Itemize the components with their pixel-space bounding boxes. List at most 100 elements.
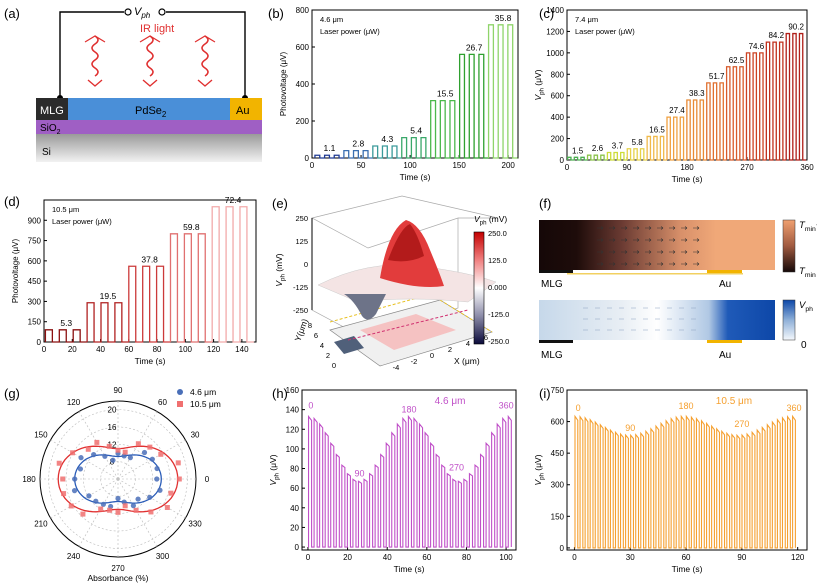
angle-label: 90	[625, 423, 635, 433]
angle-grid	[78, 478, 119, 547]
power-label: 1.1	[323, 143, 335, 153]
y-tick-label: 600	[551, 92, 565, 101]
pulse-series-2	[372, 145, 402, 159]
x-tick-label: 40	[383, 553, 392, 562]
data-point	[94, 439, 100, 445]
angle-tick-label: 210	[34, 520, 48, 529]
data-point	[80, 511, 86, 517]
wavelength-label: 10.5 μm	[52, 205, 79, 214]
x-axis-label: Absorbance (%)	[88, 573, 149, 583]
si-label: Si	[42, 147, 51, 158]
mlg-edge-dash	[347, 309, 469, 341]
radial-tick-label: 16	[108, 423, 117, 432]
power-label: 2.8	[352, 139, 364, 149]
heat-flux-arrow	[693, 226, 700, 230]
x-tick-label: 6	[484, 333, 488, 342]
x-tick-label: 150	[452, 161, 466, 170]
y-tick-label: 400	[551, 113, 565, 122]
legend-marker	[177, 389, 183, 395]
z-axis-label: Vph (mV)	[274, 253, 287, 286]
heat-flux-arrow	[657, 238, 664, 242]
y-axis-label: Photovoltage (μV)	[11, 239, 20, 304]
panel-a: (a) Vph IR light MLG PdSe2 Au	[4, 6, 262, 162]
wavelength-label: 4.6 μm	[320, 15, 343, 24]
heat-flux-arrow	[621, 262, 628, 266]
pdse2-edge-line	[567, 273, 743, 275]
y-tick-label: 0	[37, 338, 42, 347]
data-point	[122, 503, 128, 509]
data-point	[157, 487, 163, 493]
data-point	[168, 490, 174, 496]
ir-light-label: IR light	[140, 23, 174, 35]
data-point	[115, 509, 121, 515]
x-tick-label: 0	[565, 163, 570, 172]
data-point	[176, 476, 182, 482]
heat-flux-arrow	[657, 250, 664, 254]
heat-flux-arrow	[633, 226, 640, 230]
data-point	[86, 493, 92, 499]
heat-flux-arrow	[681, 250, 688, 254]
panel-b: (b) 0 50 100 150 200 0 200 400 600 800 Time (s) Pho…	[268, 6, 519, 182]
heat-flux-arrow	[597, 238, 604, 242]
power-label: 4.3	[381, 134, 393, 144]
x-tick-label: 0	[430, 351, 434, 360]
panel-label-b: (b)	[268, 6, 284, 21]
y-tick-label: 800	[296, 6, 310, 15]
power-label: 2.6	[592, 144, 604, 153]
y-axis-label: Vph (μV)	[533, 69, 546, 100]
sio2-layer	[36, 120, 262, 134]
heat-flux-arrow	[681, 238, 688, 242]
angle-label: 360	[499, 401, 514, 411]
heat-flux-arrow	[633, 262, 640, 266]
x-tick-label: 100	[403, 161, 417, 170]
panel-label-h: (h)	[272, 386, 288, 401]
x-tick-label: 0	[42, 345, 47, 354]
radial-tick-label: 20	[108, 406, 117, 415]
x-tick-label: 40	[96, 345, 105, 354]
angle-label: 0	[308, 401, 313, 411]
y-axis-label: Vph (μV)	[268, 454, 281, 485]
panel-label-c: (c)	[539, 6, 554, 21]
angle-tick-label: 330	[188, 520, 202, 529]
data-point	[107, 507, 113, 513]
sio2-label: SiO2	[40, 123, 61, 136]
data-point	[154, 465, 160, 472]
colorbar-tick-label: -125.0	[488, 310, 509, 319]
power-label: 35.8	[495, 13, 512, 23]
angle-tick-label: 120	[67, 398, 81, 407]
y-tick-label: 60	[290, 484, 299, 493]
data-point	[115, 495, 121, 502]
x-tick-label: 60	[422, 553, 431, 562]
data-point	[135, 496, 141, 502]
y-tick-label: 2	[326, 351, 330, 360]
pulse-series-3	[626, 148, 648, 161]
pulse-series-3	[169, 233, 213, 343]
temperature-map	[539, 220, 775, 270]
angle-label: 90	[354, 468, 364, 478]
z-tick-label: -250	[293, 306, 308, 315]
y-tick-label: 0	[332, 361, 336, 370]
pulse-train	[574, 414, 796, 549]
terminal-left	[124, 8, 132, 16]
power-label: 5.3	[60, 318, 72, 328]
data-point	[61, 491, 67, 497]
y-tick-label: 150	[28, 318, 42, 327]
heat-flux-arrow	[645, 238, 652, 242]
pulse-train	[307, 414, 512, 548]
angle-grid	[50, 478, 119, 519]
angle-tick-label: 300	[156, 552, 170, 561]
heat-flux-arrow	[669, 262, 676, 266]
x-tick-label: 0	[310, 161, 315, 170]
x-tick-label: 180	[680, 163, 694, 172]
mlg-label-bottom: MLG	[541, 350, 563, 361]
panel-i: (i) 0 30 60 90 120 0 150 300 450 600 750 Time (s) Vp…	[533, 386, 808, 574]
au-label: Au	[236, 105, 249, 117]
plot-frame	[301, 389, 517, 551]
y-tick-label: 400	[296, 80, 310, 89]
legend-marker	[177, 401, 183, 407]
pulse-series-5	[666, 116, 687, 161]
pulse-series-9	[745, 52, 767, 161]
x-tick-label: 30	[626, 553, 635, 562]
x-tick-label: 270	[740, 163, 754, 172]
pulse-series-4	[211, 206, 254, 343]
